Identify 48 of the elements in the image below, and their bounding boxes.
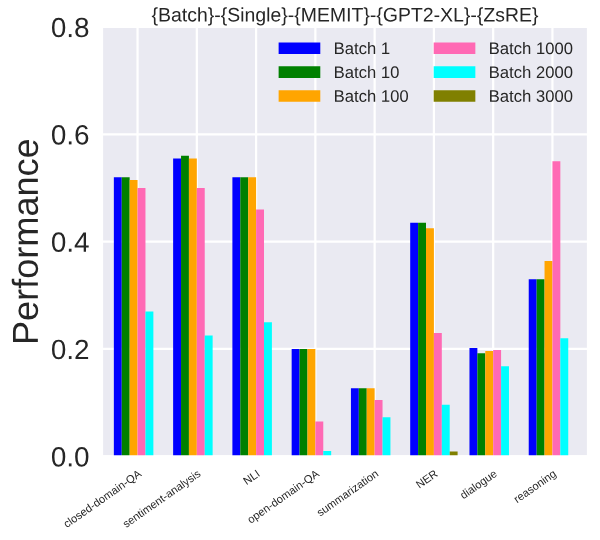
- bar: [315, 421, 324, 457]
- bar: [485, 351, 494, 457]
- bar: [350, 388, 359, 457]
- bar: [477, 353, 486, 457]
- chart-title: {Batch}-{Single}-{MEMIT}-{GPT2-XL}-{ZsRE}: [151, 7, 539, 26]
- y-tick-label: 0.8: [51, 17, 89, 38]
- bar: [418, 222, 426, 457]
- legend-label: Batch 3000: [490, 89, 573, 102]
- bar: [501, 366, 509, 457]
- bar: [358, 388, 367, 457]
- legend-label: Batch 1000: [490, 42, 573, 55]
- bar: [248, 177, 257, 457]
- y-tick-label: 0.2: [51, 339, 89, 360]
- bar: [145, 311, 154, 457]
- bar: [181, 155, 189, 457]
- bar: [291, 348, 300, 457]
- bar: [366, 388, 375, 457]
- bar: [204, 335, 213, 457]
- bar: [433, 332, 442, 457]
- bar: [469, 347, 478, 457]
- bar: [536, 279, 545, 457]
- bar: [374, 399, 383, 457]
- bar: [441, 404, 450, 457]
- y-tick-label: 0.4: [51, 232, 89, 252]
- legend-label: Batch 1: [334, 42, 390, 55]
- bar: [264, 322, 272, 457]
- y-axis-title: Performance: [11, 139, 39, 343]
- bar: [256, 209, 264, 457]
- bar: [560, 338, 569, 457]
- bar: [528, 279, 537, 457]
- bar: [426, 228, 434, 457]
- bar: [196, 187, 205, 457]
- bar: [113, 177, 122, 457]
- bar: [493, 350, 502, 457]
- y-tick-label: 0.0: [51, 446, 89, 467]
- legend-label: Batch 10: [334, 65, 399, 79]
- bar: [307, 348, 316, 457]
- bar: [129, 179, 138, 457]
- legend-label: Batch 2000: [490, 65, 573, 79]
- bar: [552, 161, 561, 457]
- bar: [240, 177, 249, 457]
- y-tick-label: 0.6: [51, 124, 89, 145]
- bar: [188, 158, 197, 457]
- legend-label: Batch 100: [334, 89, 409, 102]
- bar: [173, 158, 182, 457]
- bar: [410, 222, 419, 457]
- bar: [121, 177, 130, 457]
- bar: [232, 177, 241, 457]
